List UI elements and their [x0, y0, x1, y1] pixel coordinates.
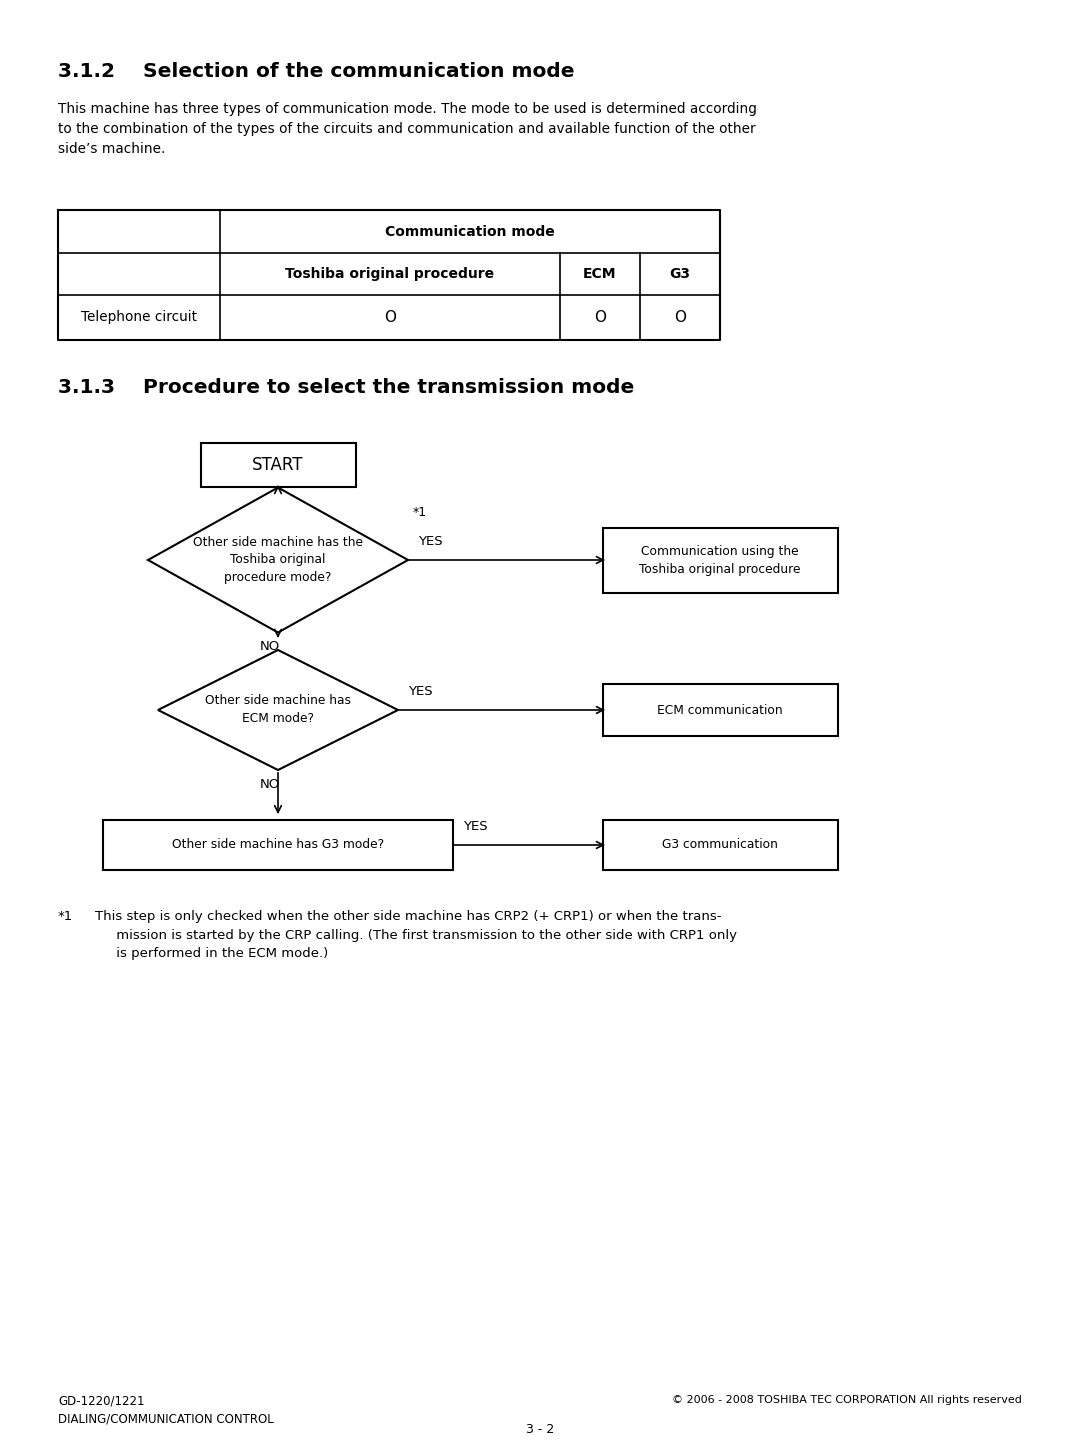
Text: YES: YES [463, 820, 488, 833]
Text: *1: *1 [58, 911, 73, 924]
Polygon shape [148, 487, 408, 633]
Text: ECM: ECM [583, 267, 617, 281]
Text: GD-1220/1221: GD-1220/1221 [58, 1395, 145, 1408]
Bar [603, 684, 837, 736]
Text: Communication mode: Communication mode [386, 225, 555, 239]
Text: 3.1.2    Selection of the communication mode: 3.1.2 Selection of the communication mod… [58, 62, 575, 81]
Text: This step is only checked when the other side machine has CRP2 (+ CRP1) or when : This step is only checked when the other… [95, 911, 737, 960]
Text: Toshiba original procedure: Toshiba original procedure [285, 267, 495, 281]
Polygon shape [158, 650, 399, 769]
Text: NO: NO [260, 778, 280, 791]
Text: Other side machine has the
Toshiba original
procedure mode?: Other side machine has the Toshiba origi… [193, 536, 363, 585]
Text: This machine has three types of communication mode. The mode to be used is deter: This machine has three types of communic… [58, 102, 757, 156]
Text: Communication using the
Toshiba original procedure: Communication using the Toshiba original… [639, 545, 800, 575]
Text: YES: YES [408, 684, 433, 697]
Text: YES: YES [418, 535, 443, 548]
Text: G3 communication: G3 communication [662, 839, 778, 852]
Text: O: O [674, 310, 686, 326]
Text: DIALING/COMMUNICATION CONTROL: DIALING/COMMUNICATION CONTROL [58, 1414, 273, 1427]
Text: Other side machine has
ECM mode?: Other side machine has ECM mode? [205, 695, 351, 725]
Text: 3.1.3    Procedure to select the transmission mode: 3.1.3 Procedure to select the transmissi… [58, 378, 634, 398]
Text: O: O [384, 310, 396, 326]
Text: G3: G3 [670, 267, 690, 281]
Bar [103, 820, 453, 870]
Text: ECM communication: ECM communication [658, 703, 783, 716]
Bar [603, 527, 837, 592]
Text: NO: NO [260, 640, 280, 654]
Text: Other side machine has G3 mode?: Other side machine has G3 mode? [172, 839, 384, 852]
Text: START: START [253, 455, 303, 474]
Text: 3 - 2: 3 - 2 [526, 1424, 554, 1437]
Text: © 2006 - 2008 TOSHIBA TEC CORPORATION All rights reserved: © 2006 - 2008 TOSHIBA TEC CORPORATION Al… [672, 1395, 1022, 1405]
Text: *1: *1 [413, 506, 427, 519]
Text: Telephone circuit: Telephone circuit [81, 310, 197, 324]
Bar [201, 442, 355, 487]
Bar [603, 820, 837, 870]
Text: O: O [594, 310, 606, 326]
